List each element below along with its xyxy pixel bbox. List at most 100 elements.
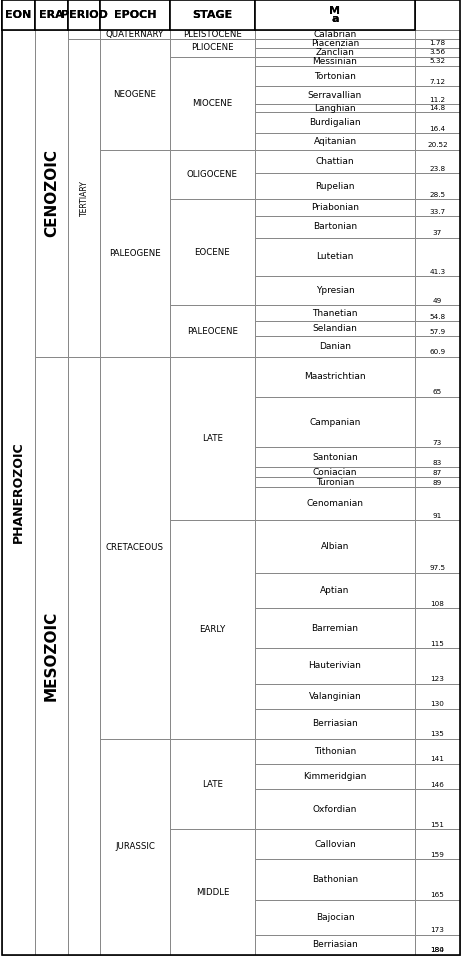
Text: EARLY: EARLY — [199, 625, 225, 634]
Text: 184: 184 — [430, 947, 444, 953]
Bar — [414, 66, 459, 86]
Bar — [414, 467, 459, 478]
Text: Barremian: Barremian — [311, 624, 358, 633]
Text: EPOCH: EPOCH — [113, 10, 156, 20]
Text: Burdigalian: Burdigalian — [308, 119, 360, 127]
Text: 159: 159 — [430, 852, 444, 858]
Bar — [255, 648, 414, 683]
Text: Berriasian: Berriasian — [312, 720, 357, 728]
Bar — [2, 0, 35, 30]
Text: 87: 87 — [432, 470, 441, 476]
Bar — [68, 0, 100, 30]
Text: Campanian: Campanian — [309, 417, 360, 427]
Bar — [414, 149, 459, 173]
Bar — [255, 86, 414, 104]
Text: EOCENE: EOCENE — [194, 248, 230, 256]
Bar — [414, 173, 459, 199]
Bar — [414, 397, 459, 447]
Bar — [414, 112, 459, 133]
Bar — [169, 0, 255, 30]
Text: Coniacian: Coniacian — [312, 468, 357, 477]
Text: a: a — [331, 14, 338, 24]
Text: Ypresian: Ypresian — [315, 286, 354, 296]
Text: Selandian: Selandian — [312, 324, 357, 333]
Bar — [414, 237, 459, 277]
Bar — [169, 39, 255, 56]
Bar — [100, 30, 169, 39]
Bar — [414, 521, 459, 573]
Bar — [35, 0, 68, 30]
Bar — [255, 790, 414, 830]
Text: 115: 115 — [430, 641, 444, 647]
Bar — [255, 357, 414, 397]
Text: Turonian: Turonian — [315, 478, 353, 487]
Text: EON: EON — [6, 10, 31, 20]
Text: 49: 49 — [432, 298, 441, 304]
Bar — [255, 573, 414, 608]
Text: 1.78: 1.78 — [429, 40, 444, 46]
Bar — [414, 30, 459, 39]
Bar — [414, 573, 459, 608]
Bar — [169, 830, 255, 955]
Text: 28.5: 28.5 — [429, 192, 444, 198]
Bar — [414, 859, 459, 900]
Bar — [100, 149, 169, 357]
Text: Tortonian: Tortonian — [313, 72, 355, 80]
Bar — [414, 447, 459, 467]
Bar — [255, 216, 414, 237]
Text: Chattian: Chattian — [315, 157, 354, 166]
Text: Langhian: Langhian — [313, 104, 355, 113]
Bar — [414, 39, 459, 48]
Text: PERIOD: PERIOD — [61, 10, 107, 20]
Text: Piacenzian: Piacenzian — [310, 39, 358, 48]
Bar — [255, 277, 414, 305]
Text: 83: 83 — [432, 460, 441, 466]
Bar — [414, 357, 459, 397]
Text: Bajocian: Bajocian — [315, 913, 354, 922]
Text: 7.12: 7.12 — [429, 78, 444, 85]
Text: ERA: ERA — [39, 10, 64, 20]
Text: JURASSIC: JURASSIC — [115, 842, 155, 852]
Text: NEOGENE: NEOGENE — [113, 90, 156, 99]
Bar — [255, 133, 414, 149]
Text: LATE: LATE — [201, 780, 223, 789]
Bar — [169, 739, 255, 830]
Text: Kimmeridgian: Kimmeridgian — [303, 772, 366, 781]
Text: 20.52: 20.52 — [426, 143, 447, 148]
Bar — [255, 935, 414, 955]
Text: 108: 108 — [430, 601, 444, 607]
Text: a: a — [331, 14, 338, 24]
Bar — [169, 56, 255, 149]
Bar — [414, 277, 459, 305]
Text: Valanginian: Valanginian — [308, 692, 361, 701]
Bar — [255, 104, 414, 112]
Bar — [255, 478, 414, 487]
Bar — [255, 39, 414, 48]
Bar — [255, 487, 414, 521]
Bar — [35, 0, 68, 30]
Text: PHANEROZOIC: PHANEROZOIC — [12, 442, 25, 544]
Text: 89: 89 — [432, 480, 441, 486]
Text: PALEOGENE: PALEOGENE — [109, 249, 161, 257]
Bar — [414, 935, 459, 955]
Bar — [414, 487, 459, 521]
Text: 141: 141 — [430, 756, 444, 763]
Text: STAGE: STAGE — [192, 10, 232, 20]
Text: ERA: ERA — [39, 10, 64, 20]
Text: 33.7: 33.7 — [429, 209, 444, 214]
Bar — [255, 0, 414, 30]
Bar — [414, 104, 459, 112]
Bar — [255, 56, 414, 66]
Bar — [255, 48, 414, 56]
Text: TERTIARY: TERTIARY — [79, 180, 88, 215]
Text: MESOZOIC: MESOZOIC — [44, 611, 59, 701]
Text: QUATERNARY: QUATERNARY — [106, 30, 164, 39]
Text: OLIGOCENE: OLIGOCENE — [187, 170, 238, 179]
Bar — [414, 790, 459, 830]
Bar — [255, 521, 414, 573]
Text: 123: 123 — [430, 676, 444, 682]
Bar — [2, 0, 35, 30]
Text: 91: 91 — [432, 513, 441, 519]
Bar — [169, 357, 255, 521]
Bar — [255, 608, 414, 648]
